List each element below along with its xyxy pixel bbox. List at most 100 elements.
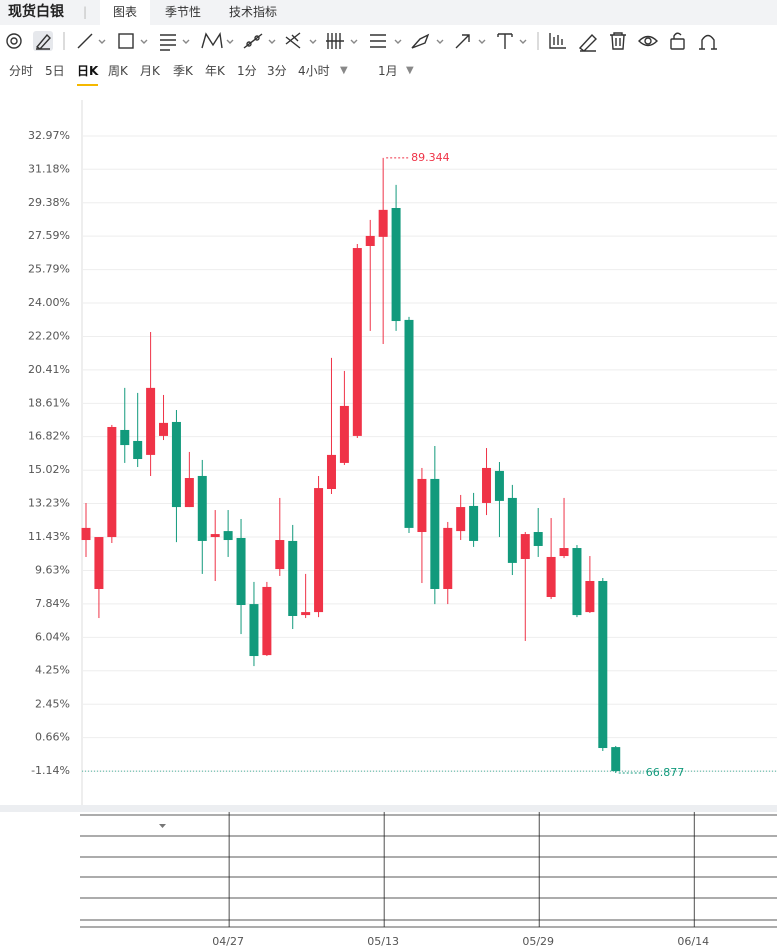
y-tick-label: 13.23%: [28, 497, 70, 510]
candle-body: [81, 527, 91, 541]
panel-caret: [159, 824, 166, 828]
x-tick-label: 04/27: [212, 935, 244, 948]
period-button[interactable]: 4小时: [298, 64, 330, 78]
candle-body: [559, 548, 569, 557]
y-tick-label: 31.18%: [28, 162, 70, 175]
candle-body: [249, 604, 259, 657]
candle-body: [469, 505, 479, 541]
candle-body: [146, 387, 156, 455]
candle-body: [352, 248, 362, 436]
period-bar: 分时 5日 日K 周K 月K 季K 年K 1分 3分 4小时 ▼ 1月 ▼: [0, 58, 777, 86]
tool-icon[interactable]: [201, 32, 234, 49]
candle-body: [391, 208, 401, 322]
period-button[interactable]: 3分: [267, 64, 287, 78]
period-button[interactable]: 年K: [205, 64, 225, 78]
tool-icon[interactable]: [77, 33, 106, 49]
candle-body: [339, 405, 349, 463]
candle-body: [107, 426, 117, 538]
candle-body: [223, 531, 233, 541]
candle-body: [120, 429, 130, 446]
tool-icon[interactable]: [497, 33, 527, 49]
candle-body: [262, 586, 272, 656]
chart: 32.97% 31.18% 29.38% 27.59% 25.79% 24.00% 22.2…: [0, 100, 777, 948]
tool-icon[interactable]: [610, 32, 626, 50]
tool-icon[interactable]: [578, 33, 597, 52]
candle-body: [546, 556, 556, 598]
y-tick-label: 11.43%: [28, 530, 70, 543]
y-tick-label: 29.38%: [28, 196, 70, 209]
tool-icon[interactable]: [699, 34, 717, 50]
period-button[interactable]: 季K: [173, 64, 193, 78]
candle-body: [301, 612, 311, 616]
period-button[interactable]: 日K: [77, 58, 99, 86]
x-tick-label: 06/14: [677, 935, 709, 948]
tool-icon[interactable]: [670, 32, 685, 50]
separator: |: [83, 5, 88, 19]
period-button[interactable]: 月K: [140, 64, 160, 78]
tool-icon[interactable]: [118, 33, 148, 49]
tool-icon[interactable]: [243, 33, 276, 49]
y-tick-label: 4.25%: [35, 664, 70, 677]
period-button[interactable]: 1分: [237, 64, 257, 78]
candle-body: [585, 580, 595, 613]
candle-body: [288, 540, 298, 616]
tab[interactable]: 季节性: [165, 5, 202, 19]
dropdown-caret[interactable]: ▼: [406, 65, 414, 76]
x-tick-label: 05/29: [522, 935, 554, 948]
top-bar: 现货白银 | 图表 季节性 技术指标: [0, 0, 777, 25]
candle-body: [507, 497, 517, 563]
tool-icon[interactable]: [549, 33, 566, 49]
tool-icon[interactable]: [455, 34, 486, 49]
candle-body: [133, 440, 143, 460]
candle-body: [314, 488, 324, 613]
y-tick-label: 24.00%: [28, 296, 70, 309]
candle-body: [456, 507, 466, 532]
y-tick-label: 32.97%: [28, 129, 70, 142]
candle-body: [159, 422, 169, 436]
candle-body: [326, 454, 336, 489]
instrument-title: 现货白银: [8, 4, 64, 20]
tool-icon[interactable]: [6, 33, 22, 49]
candle-body: [494, 470, 504, 501]
tool-icon[interactable]: [411, 33, 444, 49]
candle-body: [404, 319, 414, 528]
period-button[interactable]: 5日: [45, 64, 65, 78]
candle-body: [520, 534, 530, 560]
candle-body: [94, 537, 104, 589]
period-button[interactable]: 分时: [9, 64, 34, 78]
tool-icon[interactable]: [370, 34, 402, 48]
tool-icon[interactable]: [326, 33, 358, 49]
tool-icon[interactable]: [160, 34, 190, 51]
candle-body: [184, 478, 194, 508]
candle-body: [533, 532, 543, 546]
high-label: 89.344: [411, 151, 450, 164]
y-tick-label: 22.20%: [28, 329, 70, 342]
candle-body: [417, 478, 427, 533]
y-tick-label: 7.84%: [35, 597, 70, 610]
y-tick-label: 25.79%: [28, 263, 70, 276]
candle-body: [210, 534, 220, 538]
y-tick-label: -1.14%: [31, 764, 70, 777]
tab[interactable]: 技术指标: [229, 5, 278, 19]
tool-icon[interactable]: [638, 35, 658, 47]
y-tick-label: 18.61%: [28, 396, 70, 409]
period-button[interactable]: 周K: [108, 64, 128, 78]
dropdown-caret[interactable]: ▼: [340, 65, 348, 76]
y-tick-label: 20.41%: [28, 363, 70, 376]
y-tick-label: 2.45%: [35, 697, 70, 710]
range-select[interactable]: 1月: [378, 64, 398, 78]
tab[interactable]: 图表: [100, 0, 150, 25]
y-tick-label: 27.59%: [28, 229, 70, 242]
panel-separator: [0, 805, 777, 812]
low-label: 66.877: [646, 766, 685, 779]
tool-icon[interactable]: [285, 32, 317, 49]
y-tick-label: 0.66%: [35, 731, 70, 744]
candle-body: [365, 235, 375, 246]
x-tick-label: 05/13: [367, 935, 399, 948]
candle-body: [275, 540, 285, 570]
candle-body: [378, 209, 388, 237]
candle-body: [611, 747, 621, 772]
tool-icon[interactable]: [33, 31, 53, 51]
candle-body: [482, 467, 492, 503]
